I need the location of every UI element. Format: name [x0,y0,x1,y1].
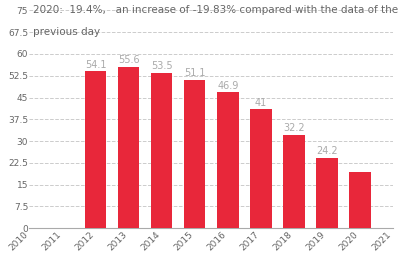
Text: 46.9: 46.9 [217,81,238,91]
Text: 54.1: 54.1 [85,60,106,70]
Bar [349,172,371,228]
Bar [250,109,272,228]
Bar [184,80,206,228]
Text: 53.5: 53.5 [151,61,172,71]
Text: 32.2: 32.2 [283,123,305,133]
Bar [118,67,139,228]
Text: 2020:  19.4%,   an increase of -19.83% compared with the data of the: 2020: 19.4%, an increase of -19.83% comp… [34,5,399,16]
Text: 41: 41 [255,98,267,108]
Text: previous day: previous day [34,27,101,37]
Text: 24.2: 24.2 [316,146,338,156]
Text: 51.1: 51.1 [184,68,206,78]
Bar [316,158,338,228]
Bar [217,92,238,228]
Bar [85,71,106,228]
Bar [283,135,305,228]
Text: 55.6: 55.6 [118,55,140,65]
Bar [151,73,172,228]
